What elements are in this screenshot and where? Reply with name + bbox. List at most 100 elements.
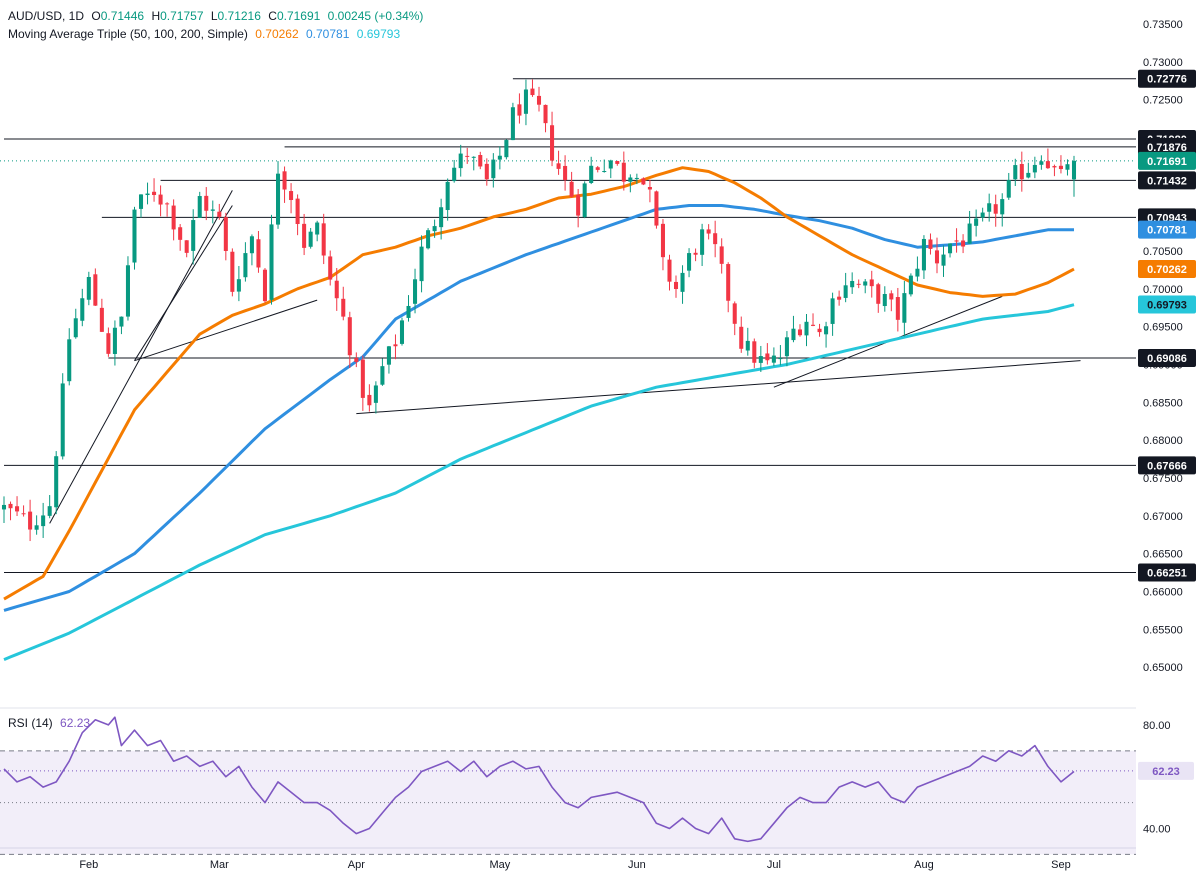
candle-body bbox=[641, 178, 646, 185]
candle-body bbox=[458, 153, 463, 169]
candle-body bbox=[915, 268, 920, 277]
candle-body bbox=[380, 366, 385, 385]
candle-body bbox=[99, 307, 104, 332]
candle-body bbox=[217, 211, 222, 217]
price-badge bbox=[1138, 295, 1196, 314]
high-value: 0.71757 bbox=[160, 9, 204, 23]
candle-body bbox=[295, 198, 300, 225]
candle-body bbox=[784, 337, 789, 357]
price-tick-label: 0.68500 bbox=[1143, 397, 1183, 409]
candle-body bbox=[145, 193, 150, 196]
candle-body bbox=[850, 280, 855, 288]
candle-body bbox=[856, 283, 861, 285]
candle-body bbox=[563, 165, 568, 181]
rsi-pane bbox=[0, 716, 1136, 855]
candle-body bbox=[302, 223, 307, 248]
candle-body bbox=[347, 317, 352, 356]
candle-body bbox=[236, 279, 241, 292]
time-tick-label: Aug bbox=[914, 859, 934, 871]
candle-body bbox=[974, 218, 979, 226]
candle-body bbox=[230, 251, 235, 292]
ma50-value: 0.70262 bbox=[255, 27, 299, 41]
candle-body bbox=[276, 173, 281, 225]
candle-body bbox=[67, 339, 72, 382]
candle-body bbox=[954, 240, 959, 242]
open-value: 0.71446 bbox=[100, 9, 145, 23]
candle-body bbox=[634, 177, 639, 179]
rsi-value: 62.23 bbox=[60, 716, 91, 730]
time-tick-label: Jul bbox=[767, 859, 781, 871]
candle-body bbox=[647, 187, 652, 190]
candle-body bbox=[360, 359, 365, 398]
rsi-line bbox=[3, 716, 1075, 843]
trendline bbox=[356, 360, 1081, 415]
price-tick-label: 0.70000 bbox=[1143, 284, 1183, 296]
price-tick-label: 0.69500 bbox=[1143, 322, 1183, 334]
high-label: H bbox=[151, 9, 161, 23]
candle-body bbox=[576, 194, 581, 216]
rsi-tick-label: 80.00 bbox=[1143, 720, 1171, 732]
candle-body bbox=[667, 259, 672, 282]
candle-body bbox=[471, 156, 476, 158]
candle-body bbox=[184, 240, 189, 253]
low-value: 0.71216 bbox=[217, 9, 261, 23]
price-tick-label: 0.73000 bbox=[1143, 57, 1183, 69]
close-value: 0.71691 bbox=[276, 9, 321, 23]
candle-body bbox=[41, 515, 46, 527]
candle-body bbox=[262, 269, 267, 302]
candle-body bbox=[817, 328, 822, 333]
price-badges: 62.230.727760.719800.718760.716910.71432… bbox=[1138, 69, 1196, 780]
price-badge bbox=[1138, 259, 1196, 278]
candle-body bbox=[660, 223, 665, 258]
candle-body bbox=[602, 171, 607, 173]
rsi-current-badge bbox=[1138, 761, 1194, 780]
price-tick-label: 0.66500 bbox=[1143, 549, 1183, 561]
candle-body bbox=[223, 217, 228, 251]
candle-body bbox=[1071, 160, 1077, 180]
candle-body bbox=[791, 328, 796, 341]
candle-body bbox=[608, 160, 613, 169]
rsi-label[interactable]: RSI (14) bbox=[8, 716, 53, 730]
ma100-line bbox=[3, 204, 1074, 612]
candle-body bbox=[726, 264, 731, 301]
ma-label[interactable]: Moving Average Triple (50, 100, 200, Sim… bbox=[8, 27, 248, 41]
candle-body bbox=[1058, 165, 1063, 170]
candle-body bbox=[536, 95, 542, 105]
candle-body bbox=[138, 194, 144, 209]
price-badge-label: 0.70781 bbox=[1147, 225, 1187, 237]
price-badge bbox=[1138, 69, 1196, 88]
rsi-tick-label: 40.00 bbox=[1143, 823, 1171, 835]
price-tick-label: 0.67500 bbox=[1143, 473, 1183, 485]
candle-body bbox=[556, 163, 561, 169]
price-badge bbox=[1138, 348, 1196, 367]
candle-body bbox=[980, 212, 985, 218]
candle-body bbox=[523, 89, 528, 114]
time-axis[interactable]: Feb Mar Apr May Jun Jul Aug Sep bbox=[79, 859, 1070, 871]
price-badge bbox=[1138, 171, 1196, 190]
price-badge-label: 0.71691 bbox=[1147, 156, 1187, 168]
candle-body bbox=[399, 320, 405, 344]
candle-body bbox=[165, 203, 170, 205]
candle-body bbox=[758, 356, 763, 363]
candle-body bbox=[60, 383, 65, 457]
symbol-label[interactable]: AUD/USD, 1D bbox=[8, 9, 85, 23]
candle-body bbox=[921, 238, 926, 271]
candle-body bbox=[1052, 166, 1057, 168]
candle-body bbox=[119, 316, 124, 327]
candle-body bbox=[765, 353, 770, 361]
price-tick-label: 0.65500 bbox=[1143, 624, 1183, 636]
candle-body bbox=[745, 340, 750, 351]
candle-body bbox=[484, 163, 489, 180]
candle-body bbox=[315, 222, 320, 235]
candle-body bbox=[934, 250, 940, 264]
open-label: O bbox=[91, 9, 101, 23]
candle-body bbox=[406, 305, 411, 318]
price-badge bbox=[1138, 137, 1196, 156]
candle-body bbox=[28, 511, 33, 530]
candle-body bbox=[797, 329, 802, 336]
candle-body bbox=[941, 254, 946, 266]
time-tick-label: Mar bbox=[210, 859, 229, 871]
candlesticks bbox=[1, 79, 1077, 542]
candle-body bbox=[517, 104, 522, 116]
